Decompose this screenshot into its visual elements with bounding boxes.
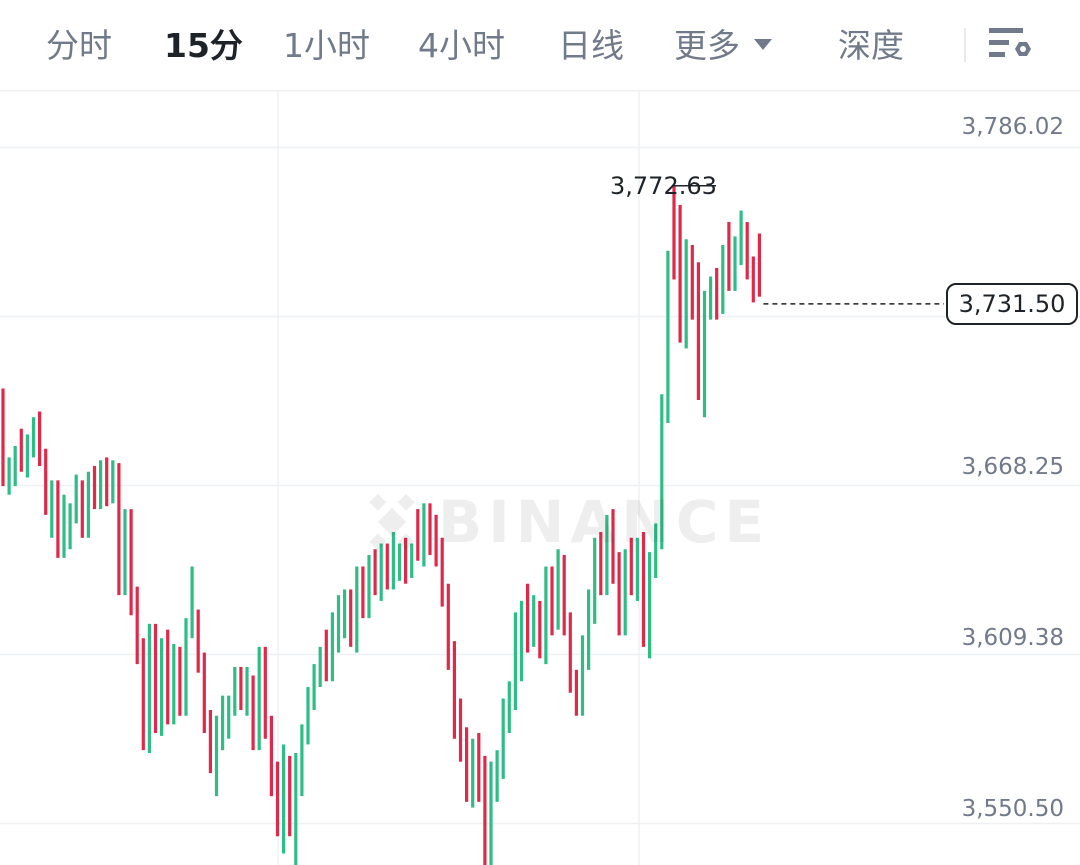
tab-15min[interactable]: 15分 (164, 26, 243, 65)
timeframe-tabs: 分时 15分 1小时 4小时 日线 更多 深度 (0, 0, 1080, 90)
tab-1hour[interactable]: 1小时 (283, 26, 370, 65)
y-tick-label: 3,668.25 (961, 454, 1064, 480)
high-price-label: 3,772.63 (610, 172, 717, 200)
y-tick-label: 3,550.50 (961, 796, 1064, 822)
tab-depth[interactable]: 深度 (838, 26, 904, 65)
candlestick-chart[interactable]: BINANCE 3,786.02 3,668.25 3,609.38 3,550… (0, 90, 1080, 865)
y-tick-label: 3,786.02 (961, 114, 1064, 140)
tab-time-sharing[interactable]: 分时 (46, 26, 112, 65)
chart-canvas (0, 90, 1080, 865)
last-price-badge[interactable]: 3,731.50 (946, 283, 1078, 325)
caret-down-icon (754, 39, 772, 50)
tab-daily[interactable]: 日线 (558, 26, 624, 65)
tab-more-label: 更多 (674, 26, 740, 65)
tab-4hour[interactable]: 4小时 (418, 26, 505, 65)
tab-more[interactable]: 更多 (674, 22, 772, 70)
y-tick-label: 3,609.38 (961, 625, 1064, 651)
tab-divider (964, 28, 966, 62)
chart-settings-icon[interactable] (986, 24, 1032, 68)
